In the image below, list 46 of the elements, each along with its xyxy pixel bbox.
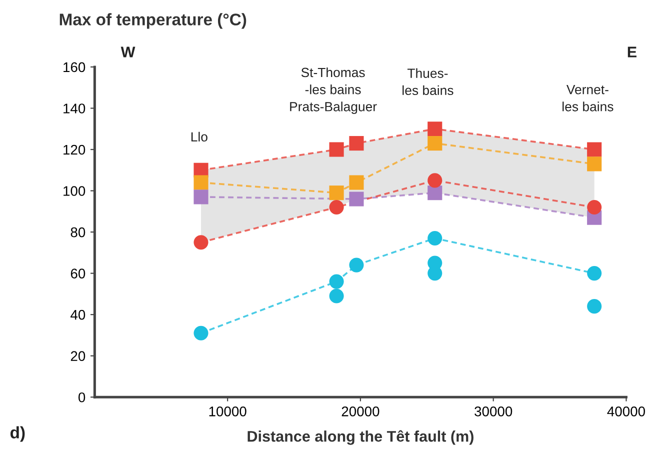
point xyxy=(587,299,602,314)
x-tick-label: 20000 xyxy=(342,406,380,416)
point xyxy=(329,186,344,200)
annotation: St-Thomas -les bains Prats-Balaguer xyxy=(290,67,377,114)
point xyxy=(194,326,208,340)
point xyxy=(587,142,602,157)
y-tick-label: 60 xyxy=(70,268,86,278)
point xyxy=(428,136,442,151)
point xyxy=(428,230,442,246)
point xyxy=(194,190,208,204)
y-tick-label: 100 xyxy=(64,186,86,196)
point xyxy=(194,235,208,250)
x-tick-label: 10000 xyxy=(209,406,246,416)
y-tick-label: 140 xyxy=(64,104,86,114)
x-tick-label: 40000 xyxy=(607,406,645,416)
annotation: Thues- les bains xyxy=(402,68,454,96)
point xyxy=(349,258,364,272)
point xyxy=(428,266,442,281)
point xyxy=(349,175,364,190)
point xyxy=(349,136,364,151)
point xyxy=(587,200,602,215)
y-tick-label: 120 xyxy=(64,144,86,155)
text: W xyxy=(120,46,136,58)
point xyxy=(428,122,442,136)
x-tick-label: 30000 xyxy=(474,406,512,416)
annotation: Llo xyxy=(191,132,208,142)
point xyxy=(587,156,602,172)
point xyxy=(329,142,344,157)
x-axis-title: Distance along the Têt fault (m) xyxy=(248,430,474,445)
chart-title: Max of temperature (°C) xyxy=(60,13,246,29)
point xyxy=(428,186,442,200)
point xyxy=(349,192,364,206)
point xyxy=(194,175,208,190)
text: d) xyxy=(10,426,25,442)
point xyxy=(428,173,442,188)
point xyxy=(329,288,344,304)
text: E xyxy=(628,46,636,58)
point xyxy=(329,200,344,215)
y-tick-label: 20 xyxy=(70,351,86,362)
y-tick-label: 0 xyxy=(78,392,86,402)
y-tick-label: 40 xyxy=(70,310,86,320)
annotation: Vernet- les bains xyxy=(562,85,614,112)
y-tick-label: 160 xyxy=(64,62,86,72)
point xyxy=(587,266,602,281)
y-tick-label: 80 xyxy=(70,227,86,238)
point xyxy=(329,274,344,289)
